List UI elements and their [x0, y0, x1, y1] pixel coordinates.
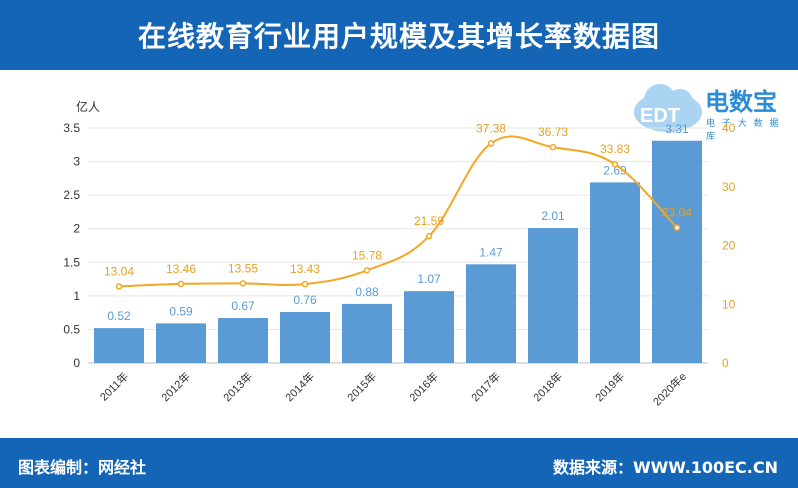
- line-value-label: 15.78: [352, 248, 382, 262]
- logo-subtext: 电 子 大 数 据 库: [706, 119, 781, 142]
- bar-value-label: 2.01: [541, 209, 565, 223]
- y2-tick-label: 30: [722, 180, 736, 194]
- bar: [590, 182, 640, 363]
- y-tick-label: 2: [73, 222, 80, 236]
- y-tick-label: 3.5: [63, 121, 80, 135]
- logo: EDT 电数宝 电 子 大 数 据 库: [630, 76, 795, 146]
- line-value-label: 13.43: [290, 262, 320, 276]
- x-tick-label: 2011年: [97, 369, 131, 403]
- bar: [218, 318, 268, 363]
- y-tick-label: 1.5: [63, 255, 80, 269]
- x-tick-label: 2019年: [592, 369, 627, 404]
- y-axis-label: 亿人: [76, 99, 100, 114]
- y-tick-label: 0: [73, 356, 80, 370]
- y2-tick-label: 20: [722, 239, 736, 253]
- x-tick-label: 2017年: [468, 369, 503, 404]
- bar-value-label: 3.31: [665, 122, 689, 136]
- y2-tick-label: 0: [722, 356, 729, 370]
- line-value-label: 13.04: [104, 264, 134, 278]
- y-tick-label: 2.5: [63, 188, 80, 202]
- bar-value-label: 0.76: [293, 293, 317, 307]
- bar: [466, 264, 516, 363]
- bar-value-label: 2.69: [603, 163, 627, 177]
- line-value-label: 23.04: [662, 206, 692, 220]
- chart-area: 0 0.5 1 1.5 2 2.5 3 3.5 0 10 20 30 40 亿人 0.52 0.59 0.67 0…: [63, 99, 736, 409]
- line-value-label: 36.73: [538, 125, 568, 139]
- line-value-label: 37.38: [476, 121, 506, 135]
- y-tick-label: 3: [73, 155, 80, 169]
- line-point: [549, 143, 557, 151]
- bar: [94, 328, 144, 363]
- bar: [652, 140, 702, 363]
- line-value-label: 13.46: [166, 262, 196, 276]
- bar-value-label: 0.59: [169, 304, 193, 318]
- bar: [280, 311, 330, 363]
- bar-value-label: 0.67: [231, 299, 255, 313]
- line-value-label: 13.55: [228, 261, 258, 275]
- y-tick-label: 0.5: [63, 322, 80, 336]
- bar: [404, 291, 454, 363]
- bar-value-label: 0.88: [355, 285, 379, 299]
- logo-text: 电数宝: [705, 88, 777, 116]
- bar: [156, 323, 206, 363]
- y2-tick-label: 10: [722, 297, 736, 311]
- chart-header: 在线教育行业用户规模及其增长率数据图: [0, 0, 798, 70]
- line-point: [363, 267, 371, 274]
- line-point: [425, 232, 433, 240]
- bar-value-label: 1.47: [479, 245, 503, 259]
- line-value-label: 33.83: [600, 142, 630, 156]
- growth-rate-line: [118, 135, 678, 288]
- line-point: [239, 280, 247, 287]
- line-point: [115, 283, 123, 290]
- bar-value-label: 1.07: [417, 272, 441, 286]
- y2-tick-label: 40: [722, 121, 736, 135]
- x-tick-label: 2020年e: [650, 369, 689, 408]
- line-point: [487, 140, 495, 147]
- x-tick-label: 2016年: [406, 369, 441, 404]
- footer-source: 数据来源：WWW.100EC.CN: [552, 458, 778, 477]
- x-tick-label: 2018年: [530, 369, 565, 404]
- x-tick-label: 2014年: [282, 369, 317, 404]
- x-tick-label: 2013年: [220, 369, 255, 404]
- line-point: [177, 280, 185, 288]
- bar-value-label: 0.52: [107, 309, 131, 323]
- chart-footer: 图表编制：网经社 数据来源：WWW.100EC.CN: [0, 438, 798, 488]
- cloud-logo-icon: EDT: [634, 84, 702, 132]
- line-value-label: 21.59: [414, 214, 444, 228]
- line-point: [673, 224, 681, 231]
- line-point: [611, 160, 619, 168]
- x-tick-label: 2015年: [344, 369, 379, 404]
- line-point: [301, 280, 309, 288]
- chart-title: 在线教育行业用户规模及其增长率数据图: [137, 20, 660, 53]
- logo-icon-text: EDT: [640, 105, 680, 127]
- bar: [342, 303, 392, 363]
- y-tick-label: 1: [73, 289, 80, 303]
- footer-compiler: 图表编制：网经社: [18, 458, 147, 477]
- x-tick-label: 2012年: [158, 369, 193, 404]
- bar: [528, 228, 578, 363]
